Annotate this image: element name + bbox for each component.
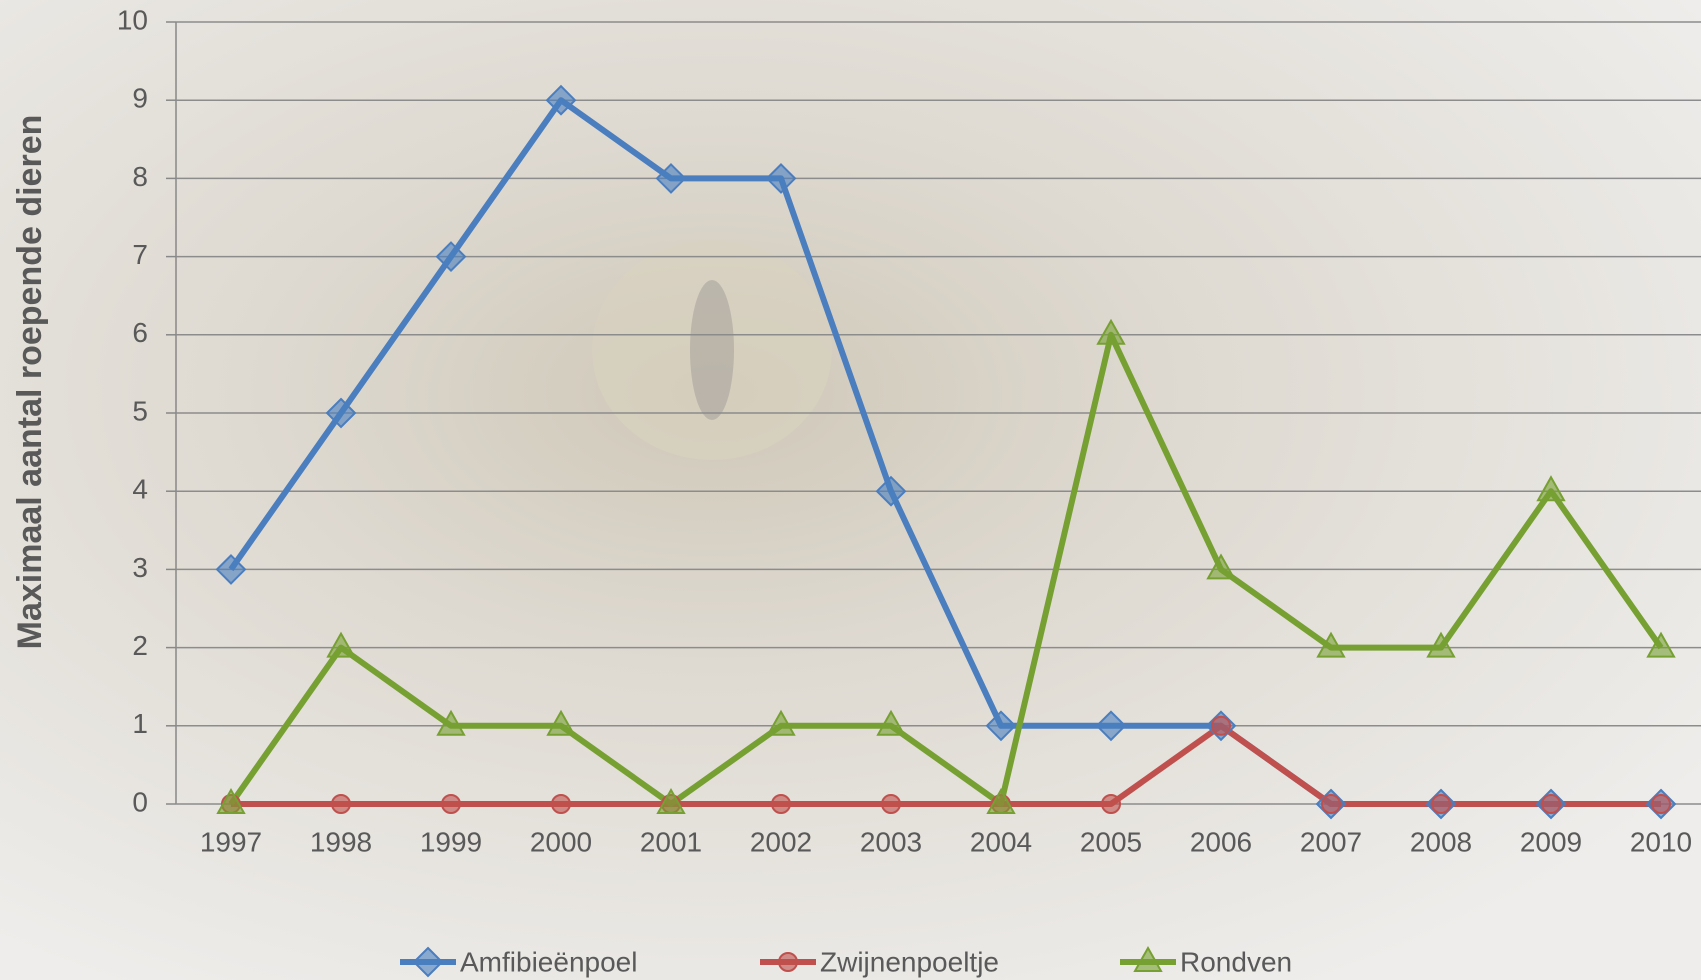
x-tick-label: 2007 (1300, 826, 1362, 857)
x-tick-label: 2005 (1080, 826, 1142, 857)
y-tick-label: 5 (132, 395, 148, 426)
marker (876, 709, 906, 736)
marker (1096, 318, 1126, 345)
marker (1426, 631, 1456, 658)
x-tick-label: 1997 (200, 826, 262, 857)
legend-label: Rondven (1180, 946, 1292, 977)
marker (436, 709, 466, 736)
marker (546, 709, 576, 736)
marker (545, 84, 577, 116)
x-tick-label: 2006 (1190, 826, 1252, 857)
marker (1536, 475, 1566, 502)
marker (1206, 553, 1236, 580)
marker (441, 794, 461, 814)
marker (1095, 710, 1127, 742)
marker (1133, 945, 1163, 972)
marker (1316, 631, 1346, 658)
marker (1541, 794, 1561, 814)
marker (765, 162, 797, 194)
x-tick-label: 2010 (1630, 826, 1692, 857)
marker (875, 475, 907, 507)
legend: Amfibieënpoel Zwijnenpoeltje Rondven (400, 945, 1292, 978)
marker (656, 787, 686, 814)
marker (325, 397, 357, 429)
y-tick-label: 3 (132, 552, 148, 583)
marker (1321, 794, 1341, 814)
y-axis-title: Maximaal aantal roepende dieren (11, 115, 49, 650)
background-pupil (690, 280, 734, 420)
series-line (228, 331, 1664, 807)
x-tick-label: 2008 (1410, 826, 1472, 857)
marker (1646, 631, 1676, 658)
marker (331, 794, 351, 814)
y-tick-label: 10 (117, 4, 148, 35)
marker (412, 946, 444, 978)
y-tick-label: 8 (132, 161, 148, 192)
marker (986, 787, 1016, 814)
marker (1431, 794, 1451, 814)
marker (1211, 715, 1231, 736)
y-tick-label: 9 (132, 83, 148, 114)
x-tick-label: 2009 (1520, 826, 1582, 857)
x-tick-label: 2003 (860, 826, 922, 857)
y-tick-label: 0 (132, 786, 148, 817)
x-tick-label: 1998 (310, 826, 372, 857)
x-tick-label: 2000 (530, 826, 592, 857)
marker (766, 709, 796, 736)
x-tick-label: 2004 (970, 826, 1032, 857)
legend-label: Amfibieënpoel (460, 946, 637, 977)
x-tick-label: 2001 (640, 826, 702, 857)
y-tick-label: 1 (132, 708, 148, 739)
marker (985, 710, 1017, 742)
marker (326, 631, 356, 658)
marker (216, 787, 246, 814)
marker (778, 952, 798, 972)
series-line (231, 722, 1661, 807)
y-tick-label: 4 (132, 474, 148, 505)
y-tick-label: 6 (132, 317, 148, 348)
marker (881, 794, 901, 814)
y-tick-label: 2 (132, 630, 148, 661)
marker (551, 794, 571, 814)
y-tick-label: 7 (132, 239, 148, 270)
marker (771, 794, 791, 814)
x-tick-label: 1999 (420, 826, 482, 857)
marker (1101, 794, 1121, 814)
x-tick-label: 2002 (750, 826, 812, 857)
legend-label: Zwijnenpoeltje (820, 946, 999, 977)
marker (435, 241, 467, 273)
marker (655, 162, 687, 194)
marker (215, 553, 247, 585)
marker (1651, 794, 1671, 814)
